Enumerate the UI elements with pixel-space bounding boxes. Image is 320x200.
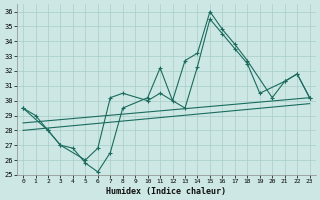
X-axis label: Humidex (Indice chaleur): Humidex (Indice chaleur) [106, 187, 226, 196]
